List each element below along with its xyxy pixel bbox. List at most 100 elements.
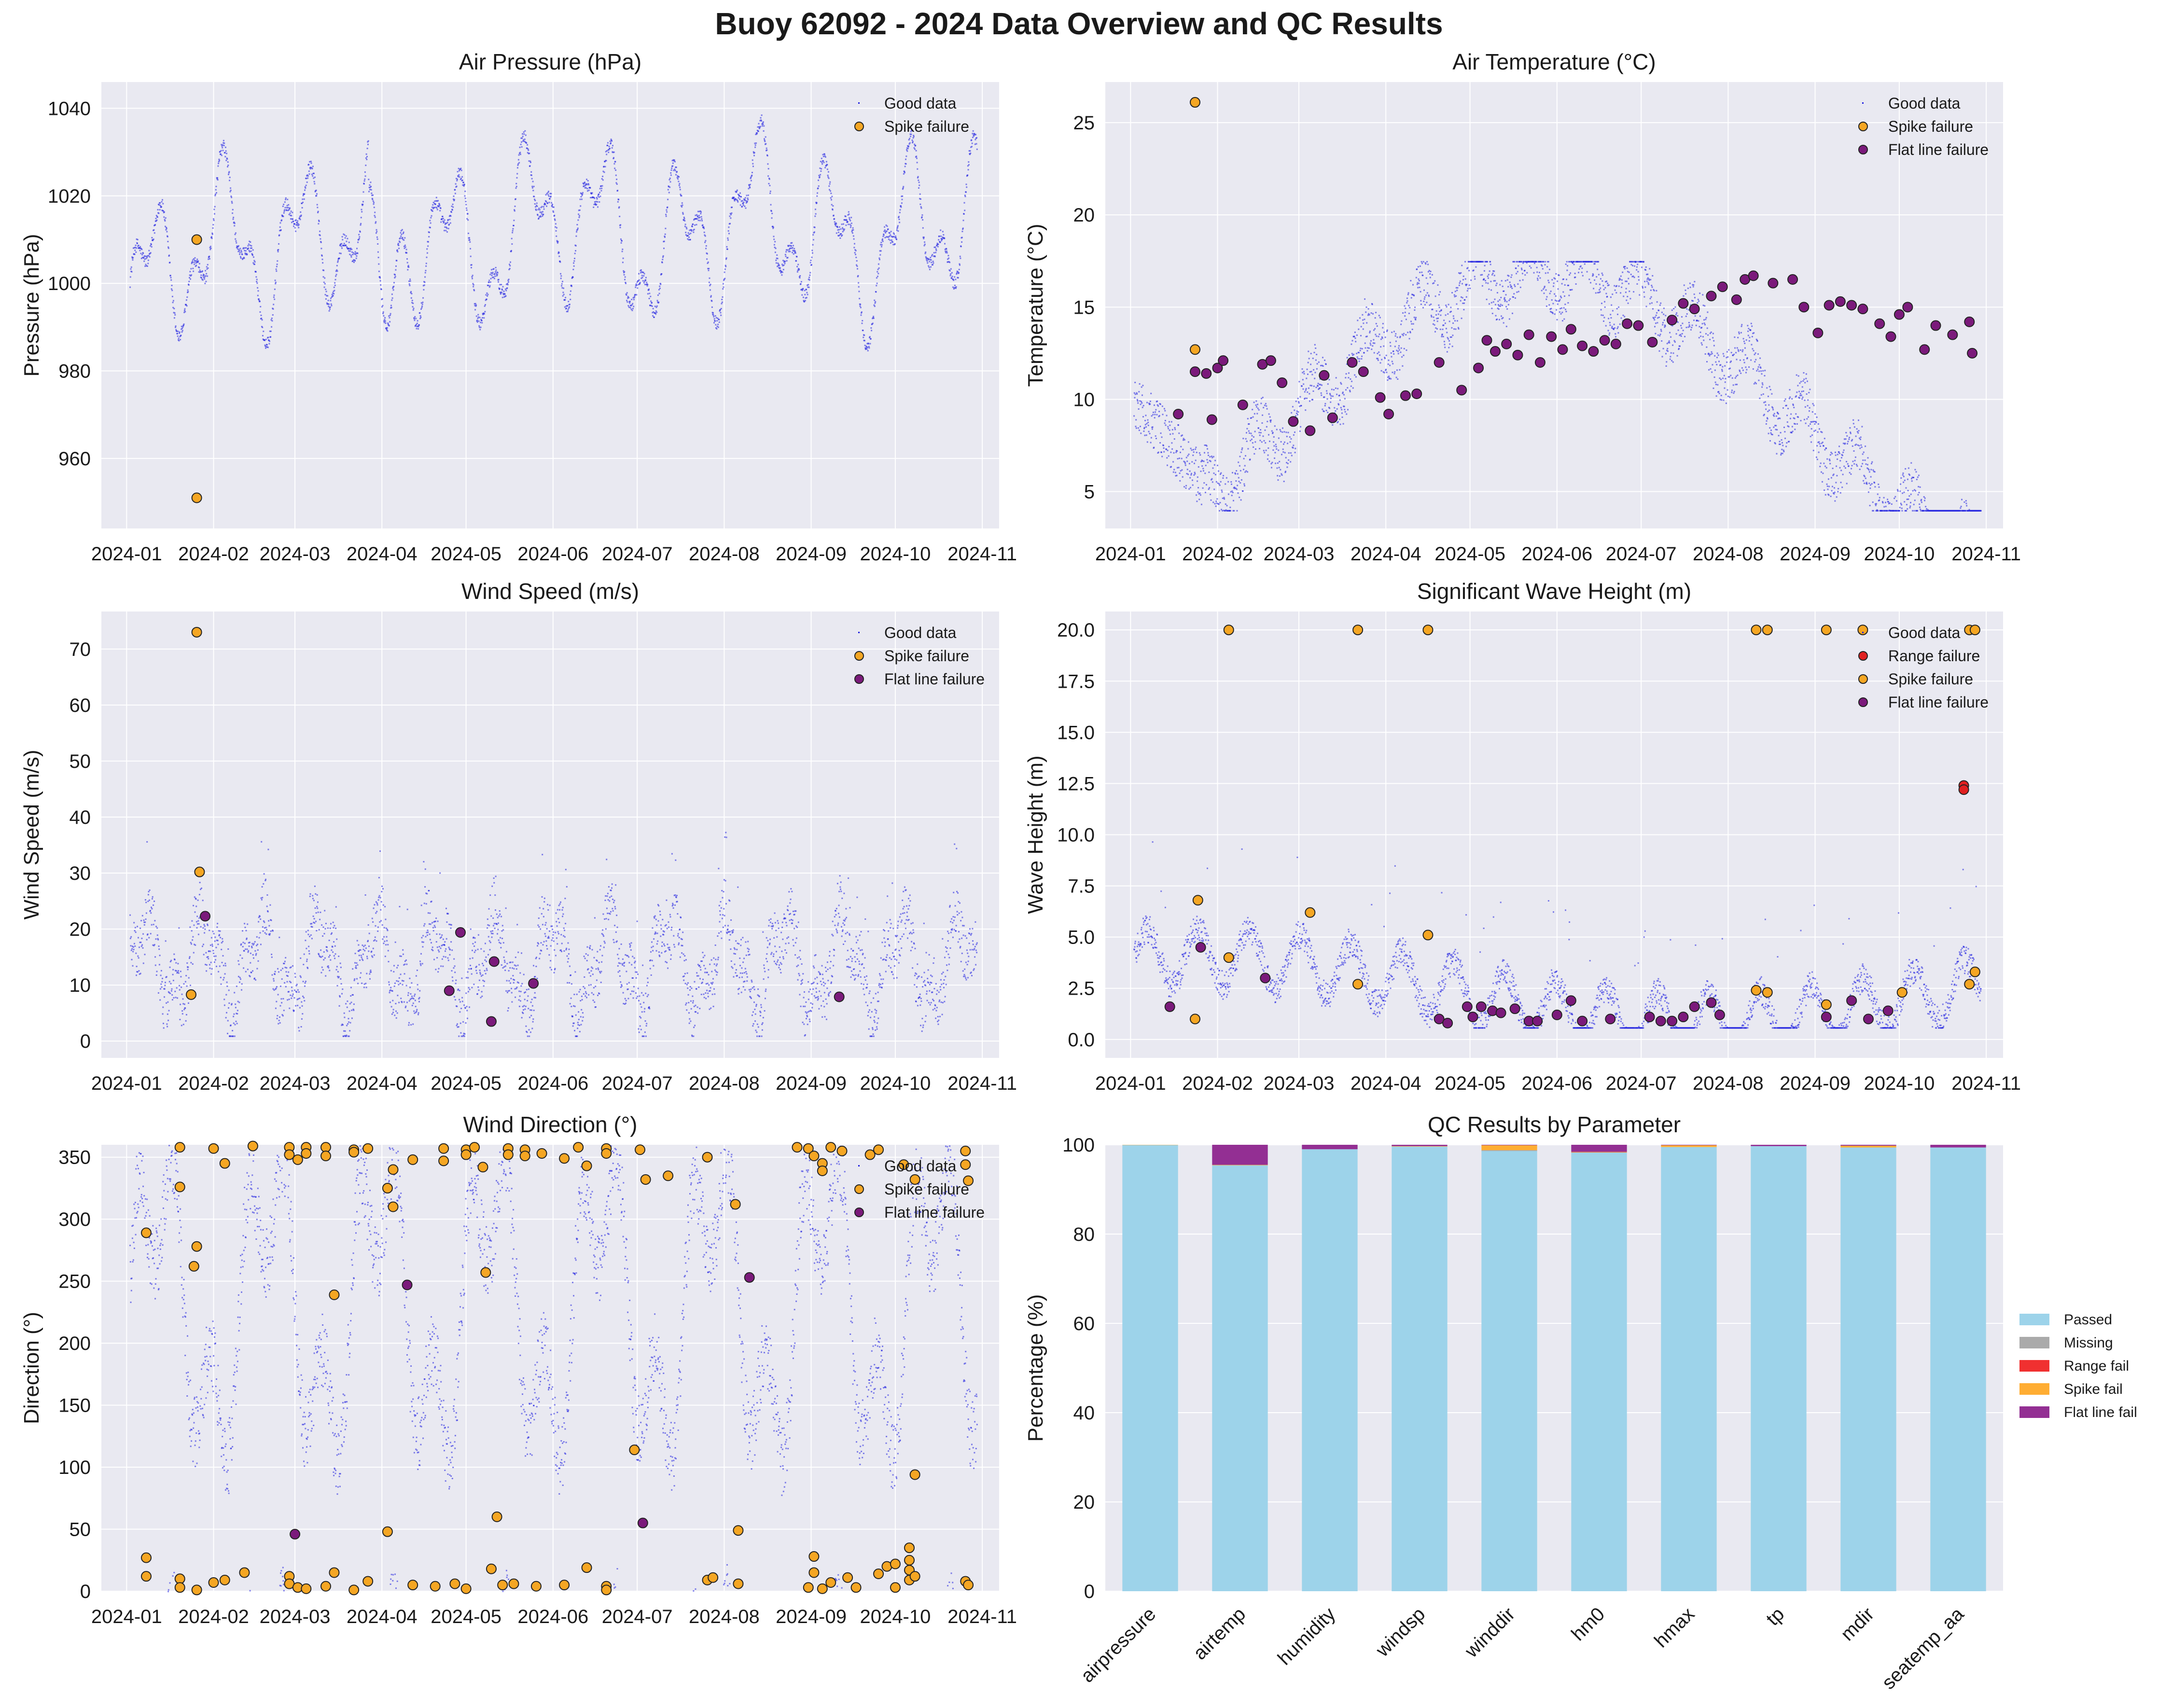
good-data-point bbox=[1506, 308, 1508, 310]
good-data-point bbox=[1647, 273, 1649, 275]
good-data-point bbox=[427, 241, 429, 243]
good-data-point bbox=[262, 326, 264, 328]
good-data-point bbox=[1690, 304, 1692, 306]
good-data-point bbox=[167, 247, 169, 249]
good-data-point bbox=[911, 129, 913, 131]
good-data-point bbox=[1570, 272, 1572, 274]
good-data-point bbox=[1638, 276, 1640, 278]
good-data-point bbox=[242, 258, 243, 260]
good-data-point bbox=[457, 175, 459, 177]
plot-area bbox=[1105, 82, 2003, 528]
good-data-point bbox=[641, 277, 643, 278]
good-data-point bbox=[1590, 282, 1591, 284]
good-data-point bbox=[409, 280, 411, 282]
good-data-point bbox=[1881, 501, 1883, 503]
good-data-point bbox=[1268, 413, 1270, 415]
good-data-point bbox=[413, 307, 415, 309]
good-data-point bbox=[897, 226, 899, 228]
good-data-point bbox=[594, 197, 596, 199]
good-data-point bbox=[1413, 317, 1415, 319]
good-data-point bbox=[244, 250, 246, 251]
good-data-point bbox=[613, 163, 615, 165]
good-data-point bbox=[1669, 332, 1671, 333]
good-data-point bbox=[341, 247, 343, 249]
good-data-point bbox=[836, 226, 838, 228]
good-data-point bbox=[731, 207, 733, 208]
good-data-point bbox=[853, 247, 855, 249]
good-data-point bbox=[905, 158, 906, 160]
good-data-point bbox=[357, 241, 359, 243]
good-data-point bbox=[1448, 320, 1450, 322]
good-data-point bbox=[565, 297, 567, 299]
good-data-point bbox=[209, 249, 211, 250]
good-data-point bbox=[672, 159, 674, 161]
good-data-point bbox=[1484, 264, 1486, 266]
good-data-point bbox=[1372, 342, 1374, 344]
good-data-point bbox=[1795, 423, 1796, 425]
good-data-point bbox=[1365, 311, 1367, 313]
good-data-point bbox=[698, 215, 700, 217]
good-data-point bbox=[575, 235, 577, 237]
good-data-point bbox=[689, 229, 691, 231]
good-data-point bbox=[1709, 355, 1711, 357]
good-data-point bbox=[1719, 377, 1721, 379]
good-data-point bbox=[883, 233, 885, 235]
good-data-point bbox=[667, 206, 668, 208]
good-data-point bbox=[1491, 307, 1493, 309]
good-data-point bbox=[682, 212, 684, 214]
good-data-point bbox=[554, 214, 556, 216]
good-data-point bbox=[243, 257, 245, 259]
good-data-point bbox=[1464, 261, 1466, 263]
good-data-point bbox=[786, 260, 788, 262]
good-data-point bbox=[526, 142, 528, 144]
good-data-point bbox=[1294, 431, 1295, 433]
good-data-point bbox=[489, 285, 491, 287]
good-data-point bbox=[1359, 349, 1361, 351]
good-data-point bbox=[1284, 452, 1286, 454]
good-data-point bbox=[1599, 283, 1601, 285]
good-data-point bbox=[1260, 429, 1262, 430]
good-data-point bbox=[835, 223, 836, 225]
good-data-point bbox=[131, 271, 133, 273]
good-data-point bbox=[1323, 411, 1325, 412]
good-data-point bbox=[834, 221, 835, 223]
good-data-point bbox=[705, 245, 707, 247]
good-data-point bbox=[277, 260, 278, 262]
good-data-point bbox=[170, 288, 172, 290]
good-data-point bbox=[181, 328, 182, 330]
good-data-point bbox=[1739, 371, 1741, 372]
good-data-point bbox=[1266, 426, 1267, 428]
good-data-point bbox=[1775, 425, 1777, 427]
good-data-point bbox=[253, 256, 254, 258]
good-data-point bbox=[406, 262, 408, 264]
good-data-point bbox=[1865, 463, 1867, 465]
good-data-point bbox=[348, 248, 350, 250]
good-data-point bbox=[631, 299, 633, 300]
good-data-point bbox=[1271, 467, 1272, 469]
good-data-point bbox=[477, 318, 479, 319]
good-data-point bbox=[1358, 328, 1360, 330]
good-data-point bbox=[302, 194, 304, 196]
good-data-point bbox=[1340, 382, 1342, 384]
good-data-point bbox=[339, 244, 341, 246]
good-data-point bbox=[1298, 402, 1300, 404]
good-data-point bbox=[954, 284, 956, 286]
good-data-point bbox=[842, 227, 843, 229]
good-data-point bbox=[658, 289, 660, 291]
good-data-point bbox=[1697, 298, 1699, 300]
good-data-point bbox=[1604, 306, 1606, 308]
good-data-point bbox=[1195, 446, 1197, 448]
good-data-point bbox=[351, 251, 353, 253]
good-data-point bbox=[1512, 312, 1513, 314]
good-data-point bbox=[572, 276, 574, 278]
good-data-point bbox=[518, 154, 520, 156]
good-data-point bbox=[848, 211, 849, 213]
good-data-point bbox=[1401, 356, 1403, 358]
good-data-point bbox=[355, 257, 357, 259]
good-data-point bbox=[297, 220, 299, 222]
good-data-point bbox=[806, 297, 808, 299]
good-data-point bbox=[1409, 331, 1411, 333]
good-data-point bbox=[527, 152, 529, 153]
good-data-point bbox=[1258, 427, 1259, 429]
good-data-point bbox=[1796, 391, 1798, 393]
